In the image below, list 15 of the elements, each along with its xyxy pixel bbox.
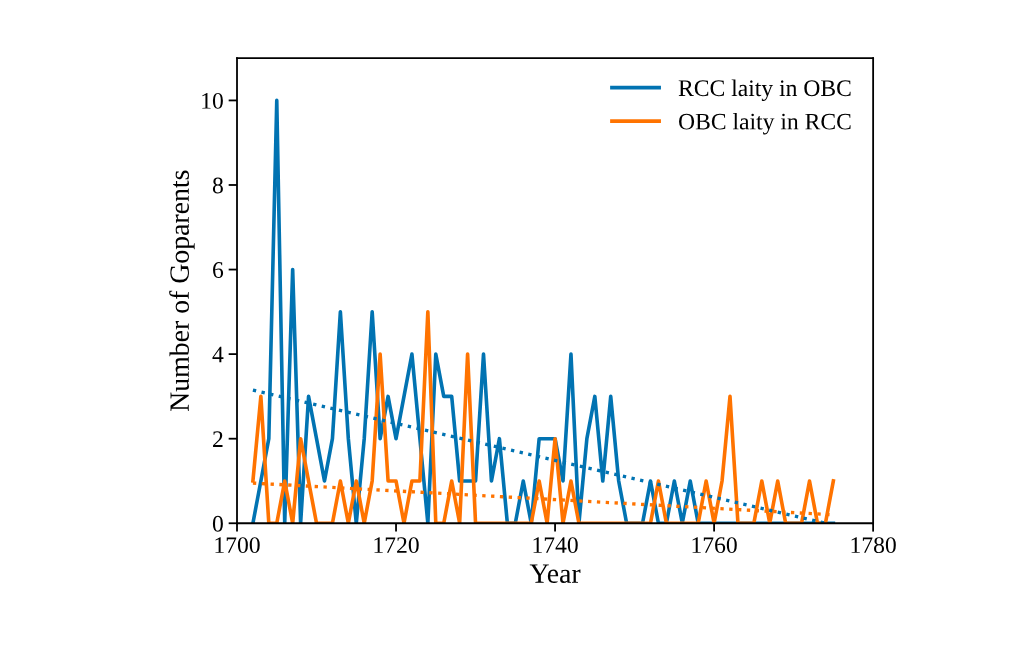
legend-label: RCC laity in OBC xyxy=(678,79,851,102)
x-tick-label: 1720 xyxy=(374,537,419,554)
y-axis-title: Number of Goparents xyxy=(169,170,195,412)
y-tick-label: 8 xyxy=(212,177,223,194)
x-axis-title: Year xyxy=(529,564,581,583)
x-tick-label: 1740 xyxy=(533,537,578,554)
x-tick-label: 1760 xyxy=(692,537,737,554)
y-tick-label: 10 xyxy=(202,92,223,109)
x-tick-label: 1700 xyxy=(215,537,260,554)
y-tick-label: 0 xyxy=(212,515,223,532)
x-tick-label: 1780 xyxy=(851,537,896,554)
y-tick-label: 6 xyxy=(213,262,224,278)
y-tick-label: 4 xyxy=(212,346,224,363)
y-tick-label: 2 xyxy=(213,431,223,447)
legend-label: OBC laity in RCC xyxy=(679,112,851,135)
